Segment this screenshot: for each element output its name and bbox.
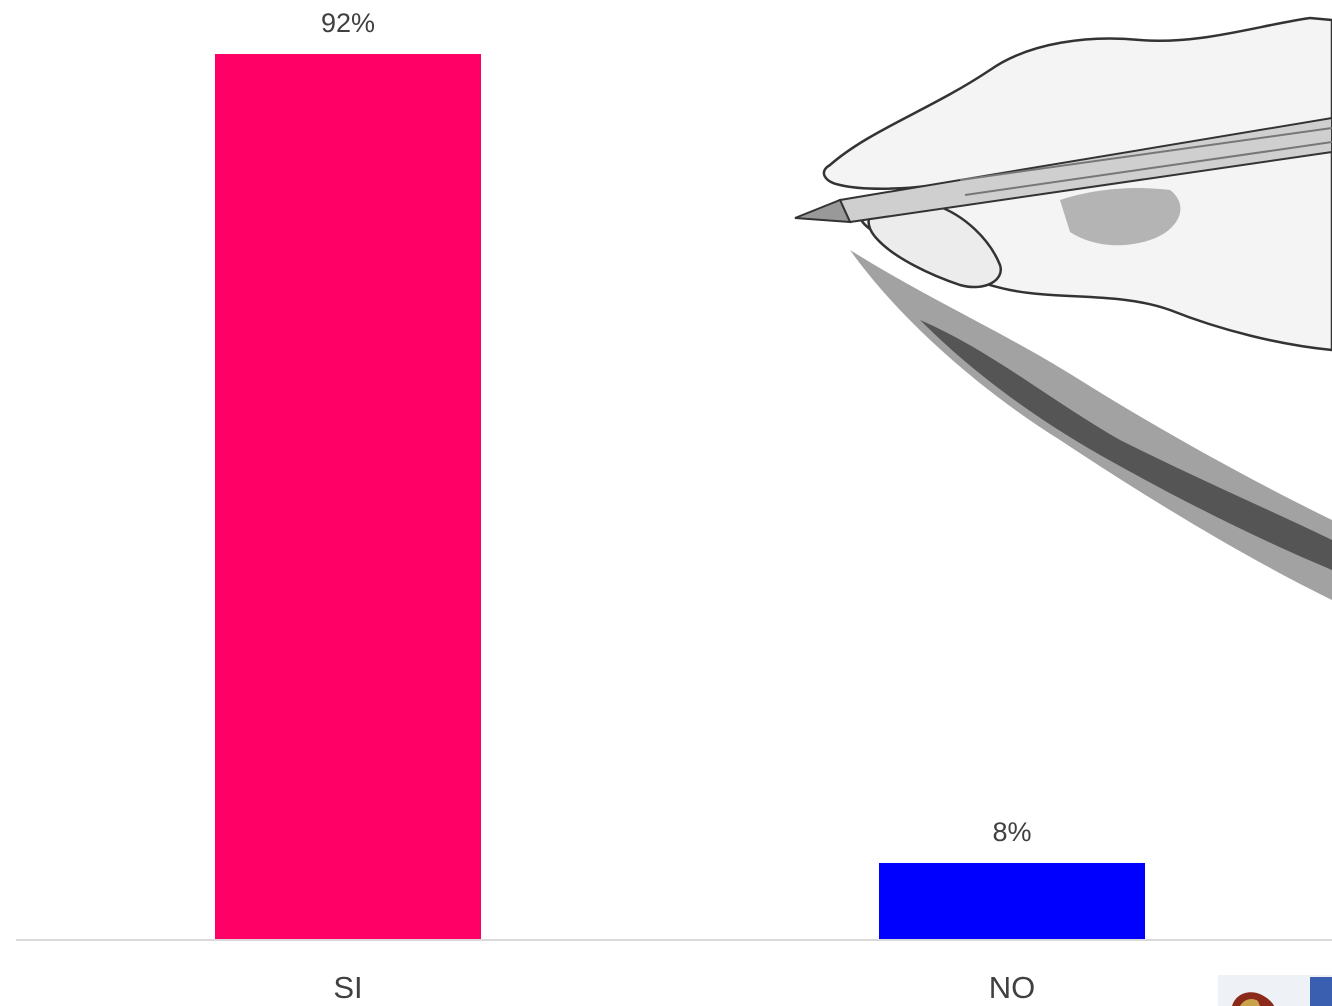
bar-si [215,54,481,940]
value-label-si: 92% [321,8,375,38]
institution-logo-icon [1218,975,1332,1006]
labels-group: 92% SI 8% NO [321,8,1035,1005]
category-label-si: SI [333,970,362,1005]
bar-no [879,862,1145,940]
category-label-no: NO [989,970,1036,1005]
value-label-no: 8% [992,817,1031,847]
bars-group [215,54,1145,940]
